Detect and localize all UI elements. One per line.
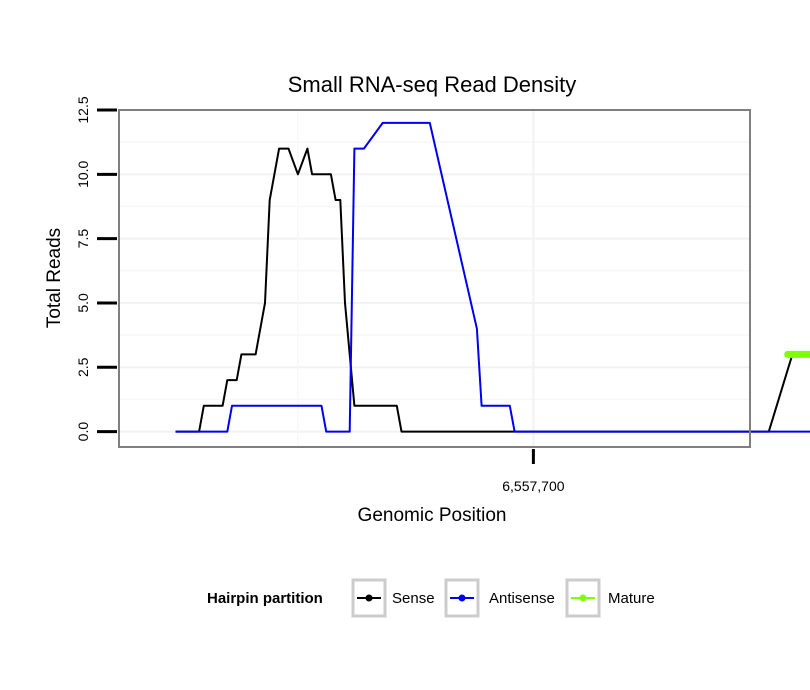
legend-key-point (458, 594, 466, 602)
chart-title: Small RNA-seq Read Density (288, 72, 577, 97)
legend-item-sense: Sense (351, 578, 435, 618)
legend-key-point (579, 594, 587, 602)
series-layer (175, 121, 810, 433)
legend-label: Mature (608, 590, 655, 607)
legend-item-antisense: Antisense (444, 578, 555, 618)
x-tick-label: 6,557,700 (502, 478, 564, 494)
x-axis: 6,557,7006,557,800 (502, 449, 565, 494)
y-tick-label: 0.0 (75, 422, 91, 442)
legend-title: Hairpin partition (207, 590, 323, 607)
legend-label: Antisense (489, 590, 555, 607)
y-tick-label: 5.0 (75, 293, 91, 313)
plot-border (118, 109, 751, 448)
y-tick-label: 12.5 (75, 96, 91, 123)
legend-label: Sense (392, 590, 435, 607)
plot-panel (119, 110, 750, 447)
x-axis-title: Genomic Position (358, 505, 507, 526)
legend-key-point (365, 594, 373, 602)
legend-item-mature: Mature (565, 578, 655, 618)
y-tick-label: 7.5 (75, 229, 91, 249)
y-tick-label: 2.5 (75, 357, 91, 377)
y-axis: 0.0 2.5 5.0 7.5 10.0 12.5 (75, 96, 117, 441)
legend: Hairpin partition Sense Antisense Mature (207, 578, 655, 618)
y-axis-title: Total Reads (44, 228, 65, 328)
y-tick-label: 10.0 (75, 160, 91, 187)
series-line-antisense (175, 121, 810, 433)
plot-background (119, 110, 750, 447)
